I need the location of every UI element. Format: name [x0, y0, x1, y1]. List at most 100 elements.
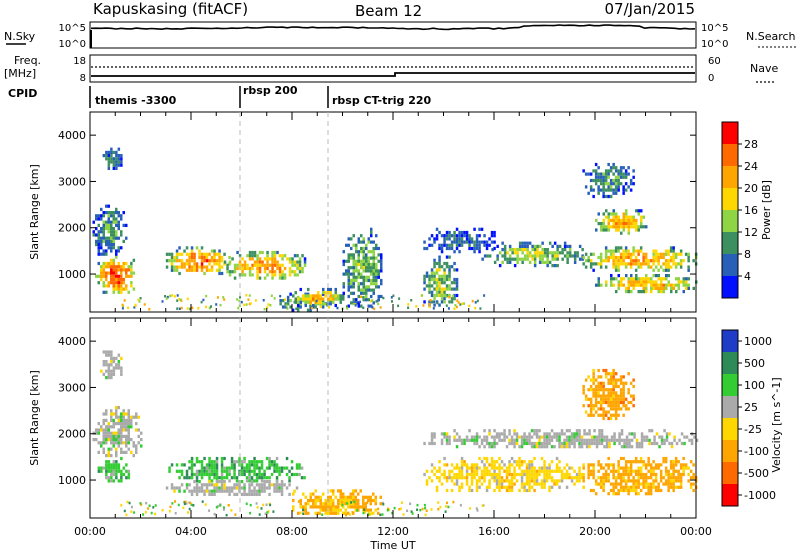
- velocity-cell: [190, 463, 194, 467]
- power-cell: [429, 299, 432, 302]
- power-cell: [521, 241, 524, 245]
- velocity-cell: [443, 435, 446, 439]
- power-cell: [664, 249, 668, 253]
- velocity-cell: [518, 472, 521, 477]
- velocity-cell: [672, 469, 675, 473]
- velocity-cell: [180, 472, 184, 477]
- power-cell: [95, 243, 98, 247]
- power-cell: [324, 303, 326, 306]
- x-tick-label: 04:00: [175, 525, 207, 538]
- velocity-cell: [540, 466, 544, 470]
- velocity-cell: [520, 463, 524, 467]
- velocity-cell: [452, 500, 455, 504]
- velocity-cell: [602, 407, 605, 411]
- velocity-cell: [630, 432, 634, 436]
- power-cell: [279, 294, 282, 298]
- velocity-cell: [673, 435, 676, 439]
- velocity-cell: [667, 488, 670, 493]
- velocity-cell: [435, 485, 439, 489]
- power-cell: [430, 234, 434, 238]
- velocity-cell: [102, 428, 105, 432]
- power-cell: [599, 188, 603, 192]
- power-cell: [112, 214, 115, 218]
- velocity-cell: [110, 376, 113, 380]
- velocity-cell: [275, 469, 279, 473]
- power-cell: [377, 259, 380, 263]
- power-cell: [632, 225, 635, 229]
- power-cell: [454, 304, 457, 307]
- power-cell: [448, 296, 451, 299]
- power-cell: [622, 228, 625, 232]
- velocity-cell: [570, 432, 574, 436]
- power-cell: [584, 172, 588, 176]
- velocity-cell: [249, 511, 252, 515]
- power-cell: [175, 255, 179, 260]
- velocity-cell: [115, 476, 118, 480]
- velocity-cell: [518, 466, 521, 470]
- velocity-cell: [213, 469, 216, 473]
- velocity-cell: [445, 441, 449, 446]
- power-cell: [599, 175, 603, 179]
- velocity-cell: [304, 511, 307, 515]
- power-cell: [102, 284, 105, 288]
- velocity-cell: [659, 479, 663, 483]
- power-cell: [185, 262, 189, 266]
- velocity-cell: [440, 472, 444, 477]
- velocity-cell: [583, 429, 586, 433]
- velocity-cell: [105, 460, 108, 464]
- velocity-cell: [600, 435, 604, 439]
- velocity-cell: [130, 415, 133, 419]
- power-cell: [607, 259, 610, 263]
- velocity-cell: [248, 472, 251, 477]
- power-cell: [100, 217, 103, 221]
- power-cell: [592, 178, 595, 183]
- velocity-cell: [450, 488, 454, 493]
- velocity-cell: [679, 482, 683, 486]
- power-cell: [521, 257, 524, 261]
- velocity-cell: [535, 472, 539, 477]
- power-cell: [315, 299, 318, 303]
- velocity-cell: [314, 498, 317, 503]
- colorbar-swatch: [722, 374, 738, 396]
- velocity-cell: [309, 498, 312, 503]
- power-cell: [440, 281, 444, 285]
- x-axis-label: Time UT: [369, 539, 415, 552]
- velocity-cell: [255, 489, 259, 493]
- power-cell: [523, 244, 527, 248]
- velocity-cell: [298, 466, 301, 470]
- power-cell: [198, 255, 201, 260]
- velocity-cell: [593, 438, 596, 442]
- power-cell: [649, 259, 653, 263]
- velocity-cell: [654, 466, 658, 470]
- velocity-cell: [430, 508, 433, 511]
- colorbar-swatch: [722, 232, 738, 254]
- velocity-cell: [558, 435, 561, 439]
- power-cell: [258, 270, 262, 274]
- power-cell: [614, 169, 618, 173]
- velocity-cell: [213, 460, 216, 464]
- velocity-cell: [585, 441, 589, 446]
- power-cell: [455, 246, 459, 251]
- velocity-cell: [614, 479, 618, 483]
- power-cell: [538, 257, 542, 261]
- power-cell: [677, 283, 680, 287]
- power-cell: [377, 294, 380, 299]
- velocity-cell: [107, 479, 111, 483]
- power-cell: [105, 274, 108, 278]
- velocity-cell: [584, 378, 588, 382]
- power-cell: [102, 233, 105, 237]
- velocity-cell: [275, 489, 279, 493]
- velocity-cell: [448, 472, 451, 477]
- velocity-cell: [617, 488, 620, 493]
- power-cell: [602, 218, 605, 222]
- velocity-cell: [612, 381, 615, 385]
- power-cell: [223, 298, 226, 301]
- power-cell: [614, 246, 618, 250]
- power-cell: [677, 262, 680, 266]
- velocity-cell: [465, 472, 469, 477]
- velocity-cell: [644, 476, 648, 480]
- velocity-cell: [416, 508, 419, 511]
- velocity-cell: [473, 466, 476, 470]
- power-cell: [281, 305, 285, 309]
- power-cell: [105, 271, 108, 275]
